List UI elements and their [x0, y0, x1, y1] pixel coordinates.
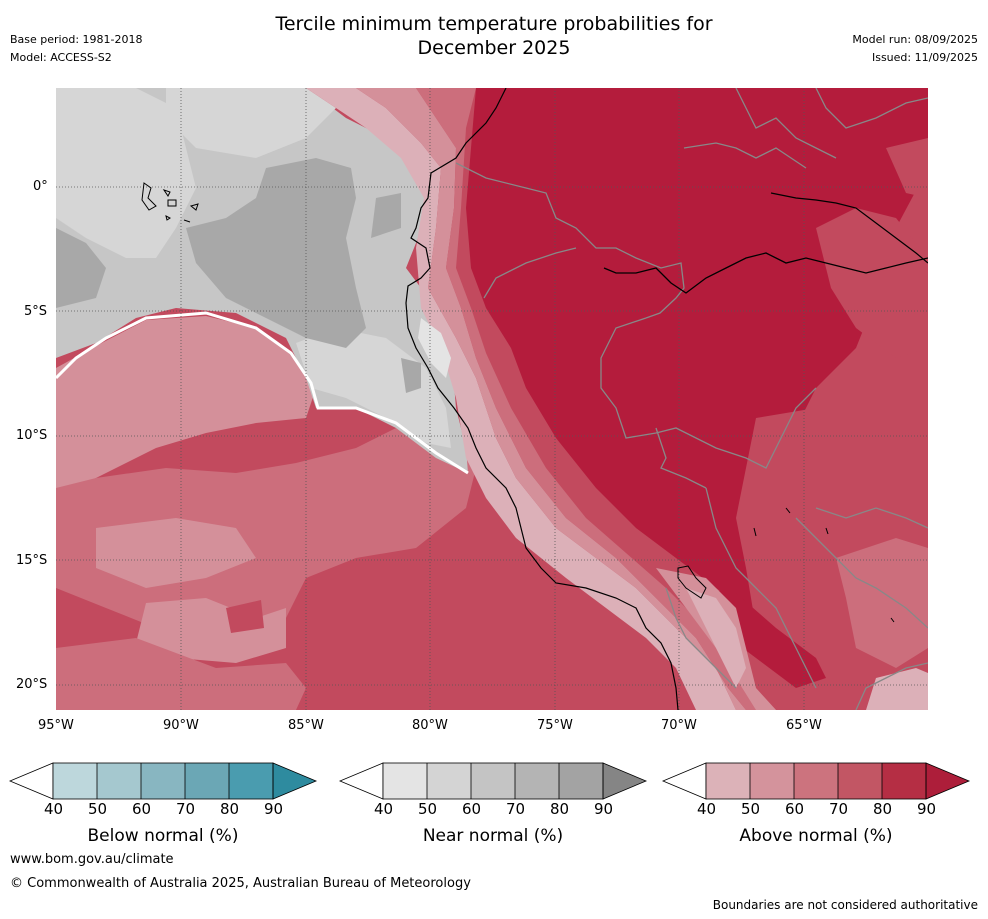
- above-70-southeast: [836, 538, 928, 668]
- below-normal-title: Below normal (%): [87, 826, 239, 846]
- below-tick-80: 80: [220, 800, 240, 818]
- white-boundary-ocean: [56, 311, 469, 475]
- near-swatch-3: [471, 763, 515, 799]
- lon-label-75w: 75°W: [537, 718, 573, 733]
- above-50-southeast: [866, 668, 928, 710]
- above-tick-60: 60: [785, 800, 805, 818]
- small-lakes: [753, 507, 895, 623]
- meta-left: Base period: 1981-2018 Model: ACCESS-S2: [10, 31, 142, 67]
- below-swatch-1: [53, 763, 97, 799]
- below-swatch-5: [229, 763, 273, 799]
- river-north: [770, 192, 928, 264]
- lon-label-90w: 90°W: [163, 718, 199, 733]
- colorbars: [8, 762, 971, 800]
- above-normal-title: Above normal (%): [739, 826, 893, 846]
- near-tick-80: 80: [550, 800, 570, 818]
- near-swatch-4: [515, 763, 559, 799]
- above-tick-50: 50: [741, 800, 761, 818]
- model-text: Model: ACCESS-S2: [10, 51, 112, 64]
- lon-label-95w: 95°W: [38, 718, 74, 733]
- above-swatch-3: [794, 763, 838, 799]
- near-70-ocean-south: [401, 358, 421, 393]
- near-50-ocean-west: [56, 88, 196, 258]
- below-tick-50: 50: [88, 800, 108, 818]
- colorbar-near: [338, 762, 648, 800]
- above-50-altiplano: [686, 588, 746, 688]
- near-swatch-1: [383, 763, 427, 799]
- galapagos-islands: [141, 182, 199, 223]
- title-line-2: December 2025: [417, 37, 571, 59]
- title-line-1: Tercile minimum temperature probabilitie…: [275, 13, 713, 35]
- above-80-east-patch: [816, 208, 928, 358]
- near-tick-90: 90: [594, 800, 614, 818]
- near-50-coast-north: [418, 318, 451, 378]
- near-tick-70: 70: [506, 800, 526, 818]
- below-swatch-2: [97, 763, 141, 799]
- country-borders: [455, 88, 928, 710]
- below-tick-40: 40: [44, 800, 64, 818]
- above-tick-70: 70: [829, 800, 849, 818]
- above-50-coast: [306, 88, 736, 710]
- meta-right: Model run: 08/09/2025 Issued: 11/09/2025: [852, 31, 978, 67]
- lon-label-70w: 70°W: [661, 718, 697, 733]
- near-normal-title: Near normal (%): [422, 826, 564, 846]
- lon-label-65w: 65°W: [786, 718, 822, 733]
- above-tick-40: 40: [697, 800, 717, 818]
- above-60-ocean-patch-2: [136, 598, 286, 663]
- lake-titicaca: [677, 565, 707, 599]
- issued-text: Issued: 11/09/2025: [871, 51, 978, 64]
- above-80-ocean-patch: [226, 600, 264, 633]
- base-period-text: Base period: 1981-2018: [10, 33, 143, 46]
- footer-url: www.bom.gov.au/climate: [10, 852, 174, 867]
- near-70-ocean-west: [56, 228, 106, 308]
- above-swatch-2: [750, 763, 794, 799]
- map-title: Tercile minimum temperature probabilitie…: [0, 12, 988, 60]
- above-80-east-patch-2: [886, 138, 928, 198]
- near-tick-60: 60: [462, 800, 482, 818]
- near-swatch-2: [427, 763, 471, 799]
- near-tick-40: 40: [374, 800, 394, 818]
- near-70-ocean-main: [186, 158, 366, 348]
- below-swatch-3: [141, 763, 185, 799]
- above-swatch-4: [838, 763, 882, 799]
- above-90-continent: [466, 88, 928, 648]
- near-70-ocean-east: [371, 193, 401, 238]
- colorbar-below: [8, 762, 318, 800]
- above-tick-80: 80: [873, 800, 893, 818]
- probability-map: [56, 88, 928, 710]
- below-tick-90: 90: [264, 800, 284, 818]
- near-50-ocean-south: [296, 328, 451, 448]
- below-swatch-4: [185, 763, 229, 799]
- boundaries-disclaimer: Boundaries are not considered authoritat…: [712, 898, 978, 912]
- colorbar-above: [661, 762, 971, 800]
- above-swatch-1: [706, 763, 750, 799]
- lat-label-5s: 5°S: [24, 304, 48, 319]
- footer-copyright: © Commonwealth of Australia 2025, Austra…: [10, 876, 471, 891]
- above-swatch-5: [882, 763, 926, 799]
- near-50-ocean-north: [166, 88, 336, 158]
- near-tick-50: 50: [418, 800, 438, 818]
- model-run-text: Model run: 08/09/2025: [852, 33, 978, 46]
- lon-label-85w: 85°W: [288, 718, 324, 733]
- above-tick-90: 90: [917, 800, 937, 818]
- above-60-ocean-patch: [96, 518, 256, 588]
- amazon-river: [603, 252, 928, 294]
- lon-label-80w: 80°W: [412, 718, 448, 733]
- lat-label-20s: 20°S: [16, 677, 48, 692]
- near-swatch-5: [559, 763, 603, 799]
- lat-label-0: 0°: [33, 179, 48, 194]
- below-tick-60: 60: [132, 800, 152, 818]
- lat-label-10s: 10°S: [16, 428, 48, 443]
- lat-label-15s: 15°S: [16, 553, 48, 568]
- below-tick-70: 70: [176, 800, 196, 818]
- coastline: [405, 88, 679, 710]
- above-60-ocean: [56, 316, 316, 493]
